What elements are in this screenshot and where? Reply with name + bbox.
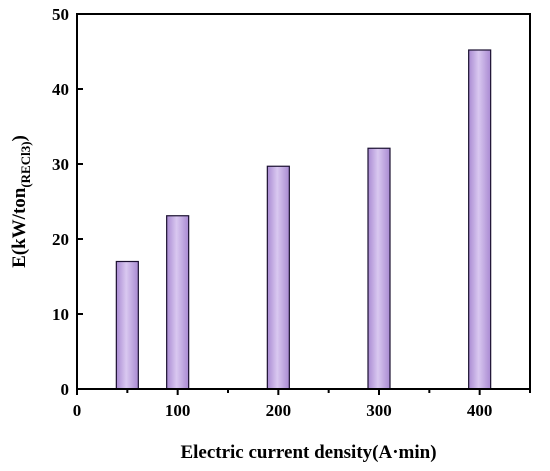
y-tick-label: 0 — [61, 380, 70, 399]
y-tick-label: 40 — [52, 80, 69, 99]
bar-300 — [367, 147, 391, 390]
x-axis: 0 100 200 300 400 — [73, 389, 531, 420]
x-tick-label: 300 — [366, 401, 392, 420]
x-tick-label: 400 — [467, 401, 493, 420]
y-axis-label-subscript: (RECl3) — [18, 141, 33, 187]
bar-50 — [115, 260, 139, 390]
plot-frame — [76, 13, 531, 390]
bar-200 — [266, 165, 290, 390]
y-tick-label: 20 — [52, 230, 69, 249]
x-tick-label: 100 — [165, 401, 191, 420]
x-tick-label: 0 — [73, 401, 82, 420]
bar-400 — [468, 49, 492, 390]
y-axis-label-main: E(kW/ton — [9, 187, 30, 268]
bar-100 — [166, 215, 190, 390]
y-tick-label: 50 — [52, 5, 69, 24]
x-tick-label: 200 — [266, 401, 292, 420]
x-axis-label: Electric current density(A·min) — [180, 442, 436, 463]
y-tick-label: 10 — [52, 305, 69, 324]
y-axis-label-close: ) — [9, 135, 30, 141]
y-axis: 0 10 20 30 40 50 — [52, 5, 83, 399]
y-tick-label: 30 — [52, 155, 69, 174]
bars-group — [115, 49, 492, 390]
y-axis-label: E(kW/ton(RECl3)) — [9, 135, 33, 268]
